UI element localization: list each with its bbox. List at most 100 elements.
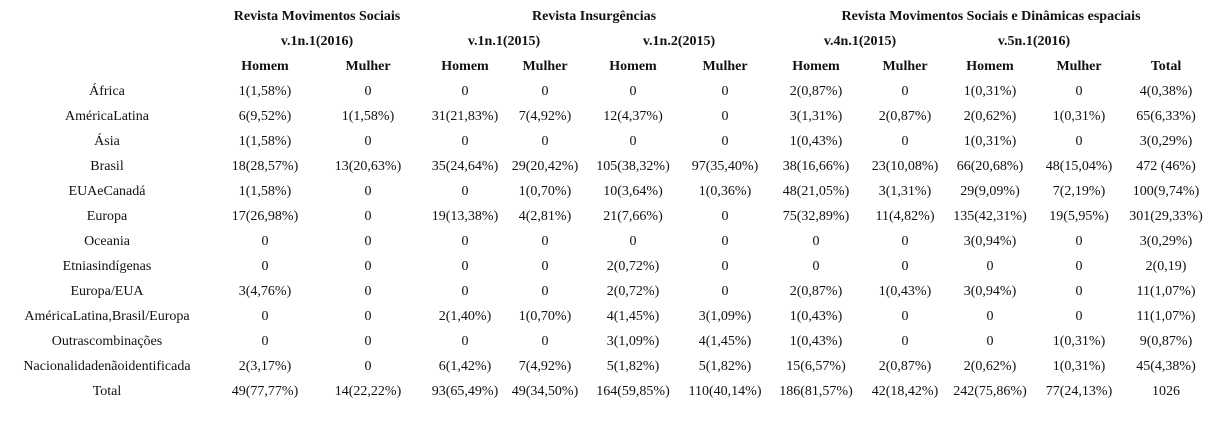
cell: 0	[364, 259, 372, 274]
cell: 0	[461, 334, 469, 349]
cell: 14(22,22%)	[334, 384, 402, 399]
cell: 4(1,45%)	[606, 309, 660, 324]
cell: 0	[901, 309, 909, 324]
cell: 19(13,38%)	[431, 209, 499, 224]
row-label: Oceania	[84, 234, 130, 249]
cell: 49(34,50%)	[511, 384, 579, 399]
row-label: Brasil	[90, 159, 124, 174]
cell: 10(3,64%)	[603, 184, 663, 199]
cell: 0	[461, 184, 469, 199]
row-label: Europa	[86, 209, 128, 224]
column-header: Mulher	[882, 59, 928, 74]
cell: 0	[364, 84, 372, 99]
cell: 0	[364, 234, 372, 249]
cell: 93(65,49%)	[431, 384, 499, 399]
cell: 1(0,43%)	[789, 334, 843, 349]
journal-header: Revista Insurgências	[531, 9, 657, 24]
cell: 0	[812, 234, 820, 249]
cell: 5(1,82%)	[606, 359, 660, 374]
cell: 2(0,87%)	[789, 84, 843, 99]
cell: 0	[261, 334, 269, 349]
edition-header: v.1n.2(2015)	[642, 34, 716, 49]
cell: 0	[721, 109, 729, 124]
cell: 0	[541, 234, 549, 249]
column-header: Homem	[966, 59, 1014, 74]
cell: 0	[541, 259, 549, 274]
cell: 0	[901, 234, 909, 249]
cell: 0	[541, 134, 549, 149]
column-header: Homem	[792, 59, 840, 74]
cell: 5(1,82%)	[698, 359, 752, 374]
cell: 49(77,77%)	[231, 384, 299, 399]
cell: 2(1,40%)	[438, 309, 492, 324]
row-label: AméricaLatina,Brasil/Europa	[24, 309, 190, 324]
cell: 0	[986, 259, 994, 274]
cell: 186(81,57%)	[779, 384, 853, 399]
row-label: AméricaLatina	[65, 109, 149, 124]
cell: 0	[541, 84, 549, 99]
cell: 1(0,31%)	[1052, 334, 1106, 349]
row-label: Nacionalidadenãoidentificada	[23, 359, 191, 374]
cell: 0	[364, 184, 372, 199]
cell: 2(0,72%)	[606, 259, 660, 274]
cell: 242(75,86%)	[953, 384, 1027, 399]
cell: 1(0,70%)	[518, 309, 572, 324]
cell: 19(5,95%)	[1049, 209, 1109, 224]
cell: 301(29,33%)	[1129, 209, 1203, 224]
cell: 6(9,52%)	[238, 109, 292, 124]
column-header: Mulher	[702, 59, 748, 74]
cell: 105(38,32%)	[596, 159, 670, 174]
cell: 0	[721, 134, 729, 149]
cell: 0	[364, 209, 372, 224]
cell: 0	[629, 84, 637, 99]
cell: 7(4,92%)	[518, 109, 572, 124]
cell: 0	[1075, 259, 1083, 274]
column-header: Mulher	[1056, 59, 1102, 74]
cell: 7(4,92%)	[518, 359, 572, 374]
cell: 12(4,37%)	[603, 109, 663, 124]
cell: 0	[541, 334, 549, 349]
cell: 1(0,36%)	[698, 184, 752, 199]
cell: 0	[721, 234, 729, 249]
cell: 1(0,31%)	[963, 134, 1017, 149]
cell: 2(0,87%)	[789, 284, 843, 299]
row-label: África	[89, 84, 125, 99]
cell: 66(20,68%)	[956, 159, 1024, 174]
cell: 11(1,07%)	[1136, 309, 1196, 324]
cell: 2(0,72%)	[606, 284, 660, 299]
cell: 38(16,66%)	[782, 159, 850, 174]
cell: 3(1,31%)	[878, 184, 932, 199]
row-label: Outrascombinações	[51, 334, 163, 349]
column-header: Homem	[241, 59, 289, 74]
cell: 1(0,31%)	[963, 84, 1017, 99]
journal-header: Revista Movimentos Sociais e Dinâmicas e…	[841, 9, 1141, 24]
row-label: Total	[92, 384, 122, 399]
cell: 75(32,89%)	[782, 209, 850, 224]
cell: 0	[1075, 84, 1083, 99]
cell: 0	[901, 259, 909, 274]
cell: 110(40,14%)	[688, 384, 762, 399]
cell: 472 (46%)	[1136, 159, 1196, 174]
cell: 17(26,98%)	[231, 209, 299, 224]
cell: 23(10,08%)	[871, 159, 939, 174]
column-header: Mulher	[345, 59, 391, 74]
cell: 77(24,13%)	[1045, 384, 1113, 399]
cell: 2(0,62%)	[963, 109, 1017, 124]
cell: 1(0,43%)	[878, 284, 932, 299]
cell: 0	[364, 284, 372, 299]
edition-header: v.5n.1(2016)	[997, 34, 1071, 49]
cell: 100(9,74%)	[1132, 184, 1200, 199]
cell: 0	[461, 234, 469, 249]
edition-header: v.4n.1(2015)	[823, 34, 897, 49]
cell: 3(0,29%)	[1139, 134, 1193, 149]
cell: 29(9,09%)	[960, 184, 1020, 199]
cell: 1(1,58%)	[238, 134, 292, 149]
cell: 1(0,43%)	[789, 309, 843, 324]
column-header: Homem	[609, 59, 657, 74]
cell: 0	[629, 134, 637, 149]
cell: 6(1,42%)	[438, 359, 492, 374]
cell: 0	[461, 84, 469, 99]
cell: 0	[1075, 284, 1083, 299]
cell: 164(59,85%)	[596, 384, 670, 399]
cell: 3(1,09%)	[606, 334, 660, 349]
